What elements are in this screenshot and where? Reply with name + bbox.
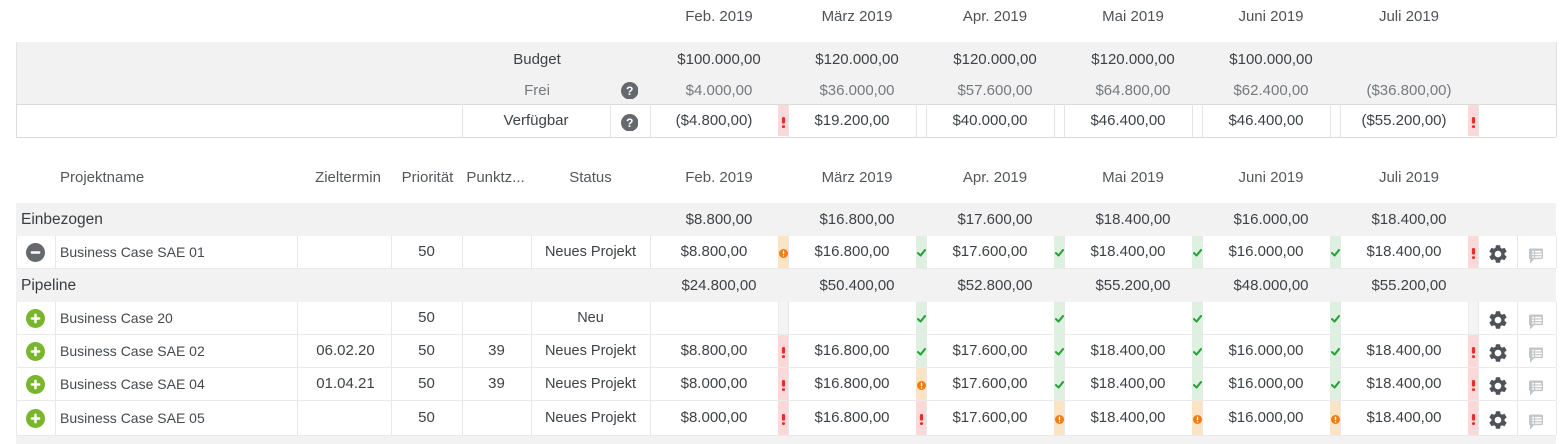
svg-text:?: ? (626, 84, 633, 98)
svg-text:?: ? (626, 116, 633, 130)
